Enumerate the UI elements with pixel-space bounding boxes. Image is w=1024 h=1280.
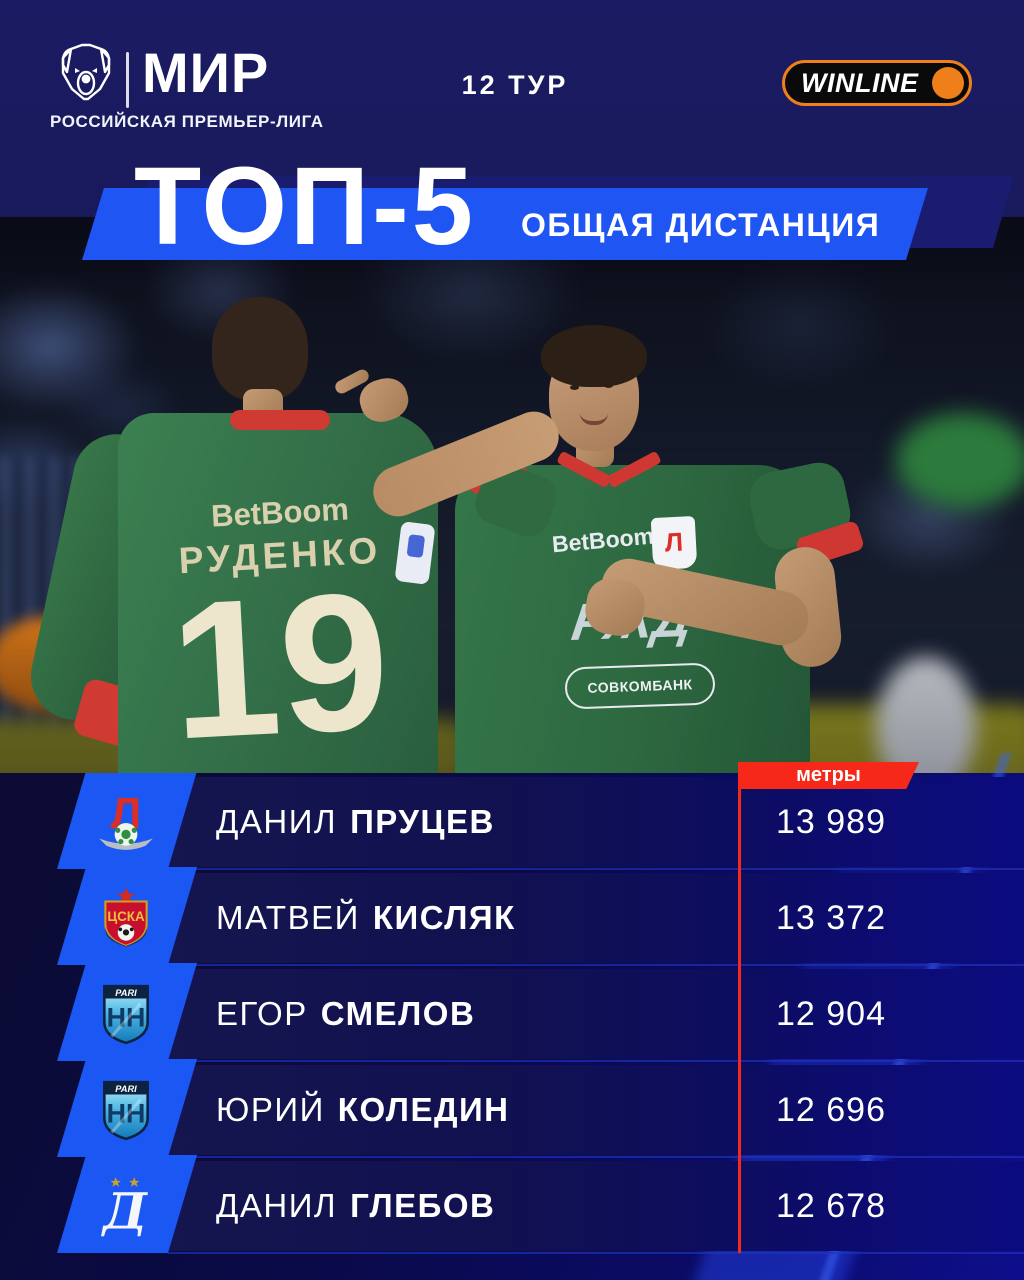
round-label: 12 ТУР [461,70,569,100]
winline-dot-icon [932,67,964,99]
club-logo-cska: ЦСКА [104,887,148,947]
lokomotiv-crest-patch: Л [650,515,698,571]
distance-value: 13 372 [776,899,886,937]
row-separator [168,868,1024,870]
player-name: ЮРИЙ КОЛЕДИН [216,1091,510,1128]
table-row: МАТВЕЙ КИСЛЯК 13 372 [150,873,1024,963]
club-logo-pari-nn: PARI НН [103,984,149,1045]
distance-value: 13 989 [776,803,886,841]
club-logo-lokomotiv: Л [99,790,153,850]
club-logo-dynamo: Д [101,1177,148,1239]
left-jersey-number: 19 [165,551,394,773]
winline-logo: WINLINE [782,60,972,106]
bear-icon [61,43,111,101]
distance-value: 12 678 [776,1187,886,1225]
row-separator [168,1060,1024,1062]
meters-rule [738,763,741,1253]
row-separator [168,1252,1024,1254]
distance-table: ДАНИЛ ПРУЦЕВ 13 989 МАТВЕЙ КИСЛЯК 13 372 Е… [0,753,1024,1280]
right-player-eye-right [604,383,613,388]
svg-text:PARI: PARI [115,1084,137,1094]
right-player-eye-left [570,385,579,390]
left-player-collar [230,410,330,430]
league-caption: РОССИЙСКАЯ ПРЕМЬЕР-ЛИГА [50,112,324,131]
sponsor-patch: СОВКОМБАНК [564,662,716,710]
match-photo: BetBoom РУДЕНКО 19 BetBoom Л РЖД СОВКОМБ… [0,217,1024,773]
row-separator [168,1156,1024,1158]
player-name: ДАНИЛ ГЛЕБОВ [216,1187,496,1224]
logo-divider [126,52,129,108]
player-name: МАТВЕЙ КИСЛЯК [216,899,516,936]
player-name: ДАНИЛ ПРУЦЕВ [216,803,495,840]
mir-wordmark: МИР [142,41,270,104]
svg-text:НН: НН [107,1098,146,1128]
table-row: ДАНИЛ ПРУЦЕВ 13 989 [150,777,1024,867]
row-separator [168,964,1024,966]
svg-text:ЦСКА: ЦСКА [107,909,145,924]
sponsor-patch-label: СОВКОМБАНК [587,676,693,696]
header: МИР РОССИЙСКАЯ ПРЕМЬЕР-ЛИГА 12 ТУР WINLI… [0,0,1024,217]
meters-badge: метры [738,762,919,789]
table-row: ДАНИЛ ГЛЕБОВ 12 678 [150,1161,1024,1251]
svg-text:НН: НН [107,1002,146,1032]
svg-text:PARI: PARI [115,988,137,998]
club-logo-pari-nn: PARI НН [103,1080,149,1141]
distance-value: 12 904 [776,995,886,1033]
distance-value: 12 696 [776,1091,886,1129]
left-player-head [212,297,308,401]
svg-text:Д: Д [101,1183,148,1239]
table-row: ЮРИЙ КОЛЕДИН 12 696 [150,1065,1024,1155]
winline-wordmark: WINLINE [801,68,919,98]
right-player-hair [541,325,647,387]
table-row: ЕГОР СМЕЛОВ 12 904 [150,969,1024,1059]
player-name: ЕГОР СМЕЛОВ [216,995,476,1032]
right-player-mouth [580,413,608,425]
